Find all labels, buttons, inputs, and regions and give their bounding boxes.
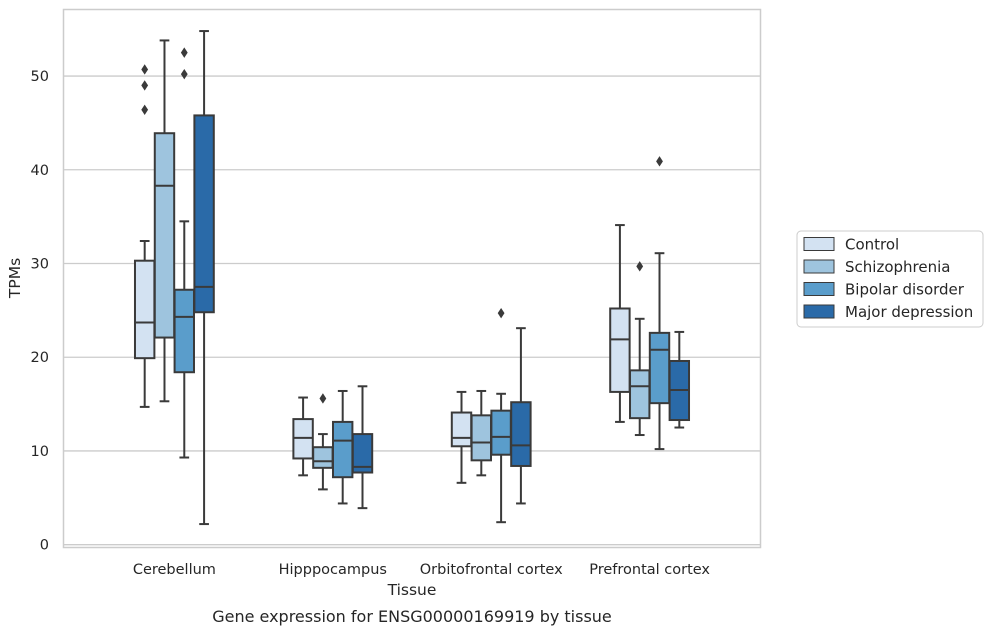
legend-label: Control bbox=[845, 236, 899, 254]
box-iqr bbox=[609, 307, 631, 393]
outlier-point bbox=[180, 68, 188, 80]
y-tick-label: 30 bbox=[31, 257, 49, 273]
box-iqr bbox=[470, 414, 493, 462]
outlier-point bbox=[180, 47, 188, 58]
x-tick-label: Prefrontal cortex bbox=[589, 562, 710, 578]
box-iqr bbox=[648, 331, 671, 405]
box-control bbox=[292, 396, 314, 477]
box-iqr bbox=[133, 259, 156, 360]
box-schizophrenia bbox=[629, 261, 651, 437]
y-tick-label: 0 bbox=[40, 538, 49, 554]
box-bipolar-disorder bbox=[490, 307, 512, 524]
legend-label: Bipolar disorder bbox=[845, 281, 965, 299]
legend-label: Major depression bbox=[845, 303, 973, 321]
legend-swatch bbox=[803, 282, 835, 296]
x-tick-label: Cerebellum bbox=[133, 562, 216, 578]
x-tick-label: Orbitofrontal cortex bbox=[420, 562, 563, 578]
box-schizophrenia bbox=[153, 39, 176, 403]
chart-caption: Gene expression for ENSG00000169919 by t… bbox=[212, 607, 612, 626]
legend-label: Schizophrenia bbox=[845, 258, 950, 276]
box-major-depression bbox=[351, 385, 374, 510]
box-iqr bbox=[510, 401, 532, 467]
box-major-depression bbox=[193, 30, 215, 526]
legend-swatch bbox=[803, 259, 835, 274]
box-iqr bbox=[153, 132, 176, 339]
box-iqr bbox=[629, 369, 651, 420]
box-major-depression bbox=[668, 330, 691, 429]
legend-swatch bbox=[803, 304, 835, 319]
y-tick-label: 40 bbox=[31, 163, 49, 179]
outlier-point bbox=[141, 64, 149, 75]
outlier-point bbox=[636, 261, 644, 272]
box-iqr bbox=[490, 409, 512, 456]
y-tick-label: 20 bbox=[31, 350, 49, 366]
legend: Control Schizophrenia Bipolar disorder Majo… bbox=[796, 230, 984, 328]
outlier-point bbox=[141, 104, 149, 115]
box-bipolar-disorder bbox=[331, 389, 354, 505]
box-major-depression bbox=[510, 327, 532, 505]
y-axis-ticks: 0 10 20 30 40 50 bbox=[31, 69, 49, 554]
y-tick-label: 10 bbox=[31, 444, 49, 460]
x-axis-ticks: Cerebellum Hipppocampus Orbitofrontal cort… bbox=[133, 562, 711, 578]
legend-swatch bbox=[803, 237, 835, 251]
box-bipolar-disorder bbox=[173, 47, 195, 459]
box-iqr bbox=[173, 288, 195, 374]
outlier-point bbox=[319, 393, 327, 404]
outlier-point bbox=[656, 156, 663, 167]
outlier-point bbox=[497, 307, 505, 319]
x-tick-label: Hipppocampus bbox=[279, 562, 387, 578]
box-control bbox=[609, 224, 631, 423]
y-tick-label: 50 bbox=[31, 69, 49, 85]
box-schizophrenia bbox=[470, 389, 493, 477]
outlier-point bbox=[141, 80, 149, 91]
box-iqr bbox=[312, 446, 334, 469]
box-iqr bbox=[331, 420, 354, 479]
box-iqr bbox=[351, 433, 374, 474]
y-axis-title: TPMs bbox=[6, 258, 24, 299]
box-series bbox=[133, 30, 691, 526]
box-iqr bbox=[450, 411, 473, 448]
legend-frame bbox=[796, 230, 984, 328]
box-iqr bbox=[193, 114, 215, 314]
x-axis-title: Tissue bbox=[387, 581, 437, 599]
box-schizophrenia bbox=[312, 393, 334, 491]
